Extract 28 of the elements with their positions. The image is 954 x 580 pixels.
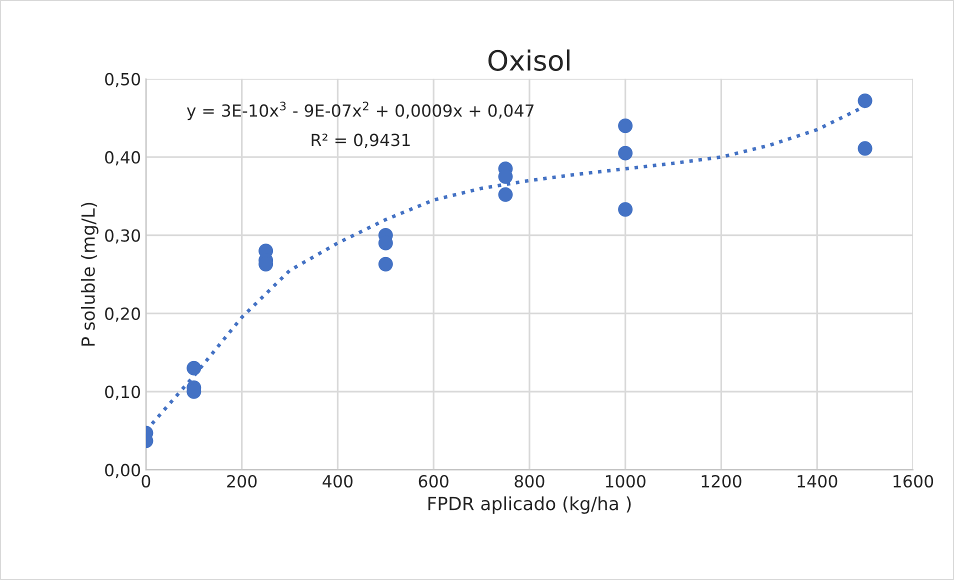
x-tick-label: 800 [514, 474, 544, 488]
annotation: y = 3E-10x$^{3}$ - 9E-07x$^{2}$ + 0,0009x + 0,047 [186, 102, 534, 120]
chart-title: Oxisol [488, 49, 570, 71]
y-tick-label: 0,40 [105, 151, 140, 166]
x-tick-label: 1400 [798, 474, 838, 488]
y-tick-label: 0,30 [105, 229, 140, 244]
x-tick-label: 1200 [702, 474, 742, 488]
x-tick-label: 1600 [894, 474, 934, 488]
annotation: R² = 0,9431 [312, 134, 410, 148]
y-tick-label: 0,50 [105, 72, 140, 88]
y-axis-title: P soluble (mg/L) [80, 202, 98, 346]
y-tick-label: 0,00 [105, 464, 140, 478]
y-tick-label: 0,20 [105, 307, 140, 322]
point [618, 146, 633, 160]
x-tick-label: 400 [322, 474, 353, 488]
point [378, 256, 393, 272]
point [618, 118, 633, 134]
x-tick-label: 1000 [606, 474, 646, 488]
x-tick-label: 0 [142, 474, 150, 488]
point [858, 93, 872, 108]
x-tick-label: 200 [227, 474, 257, 488]
point [858, 141, 872, 156]
point [498, 187, 513, 202]
y-tick-label: 0,10 [105, 386, 140, 400]
point [186, 360, 202, 376]
point [618, 202, 633, 217]
x-axis-title: FPDR aplicado (kg/ha ) [428, 496, 631, 514]
x-tick-label: 600 [418, 474, 448, 488]
